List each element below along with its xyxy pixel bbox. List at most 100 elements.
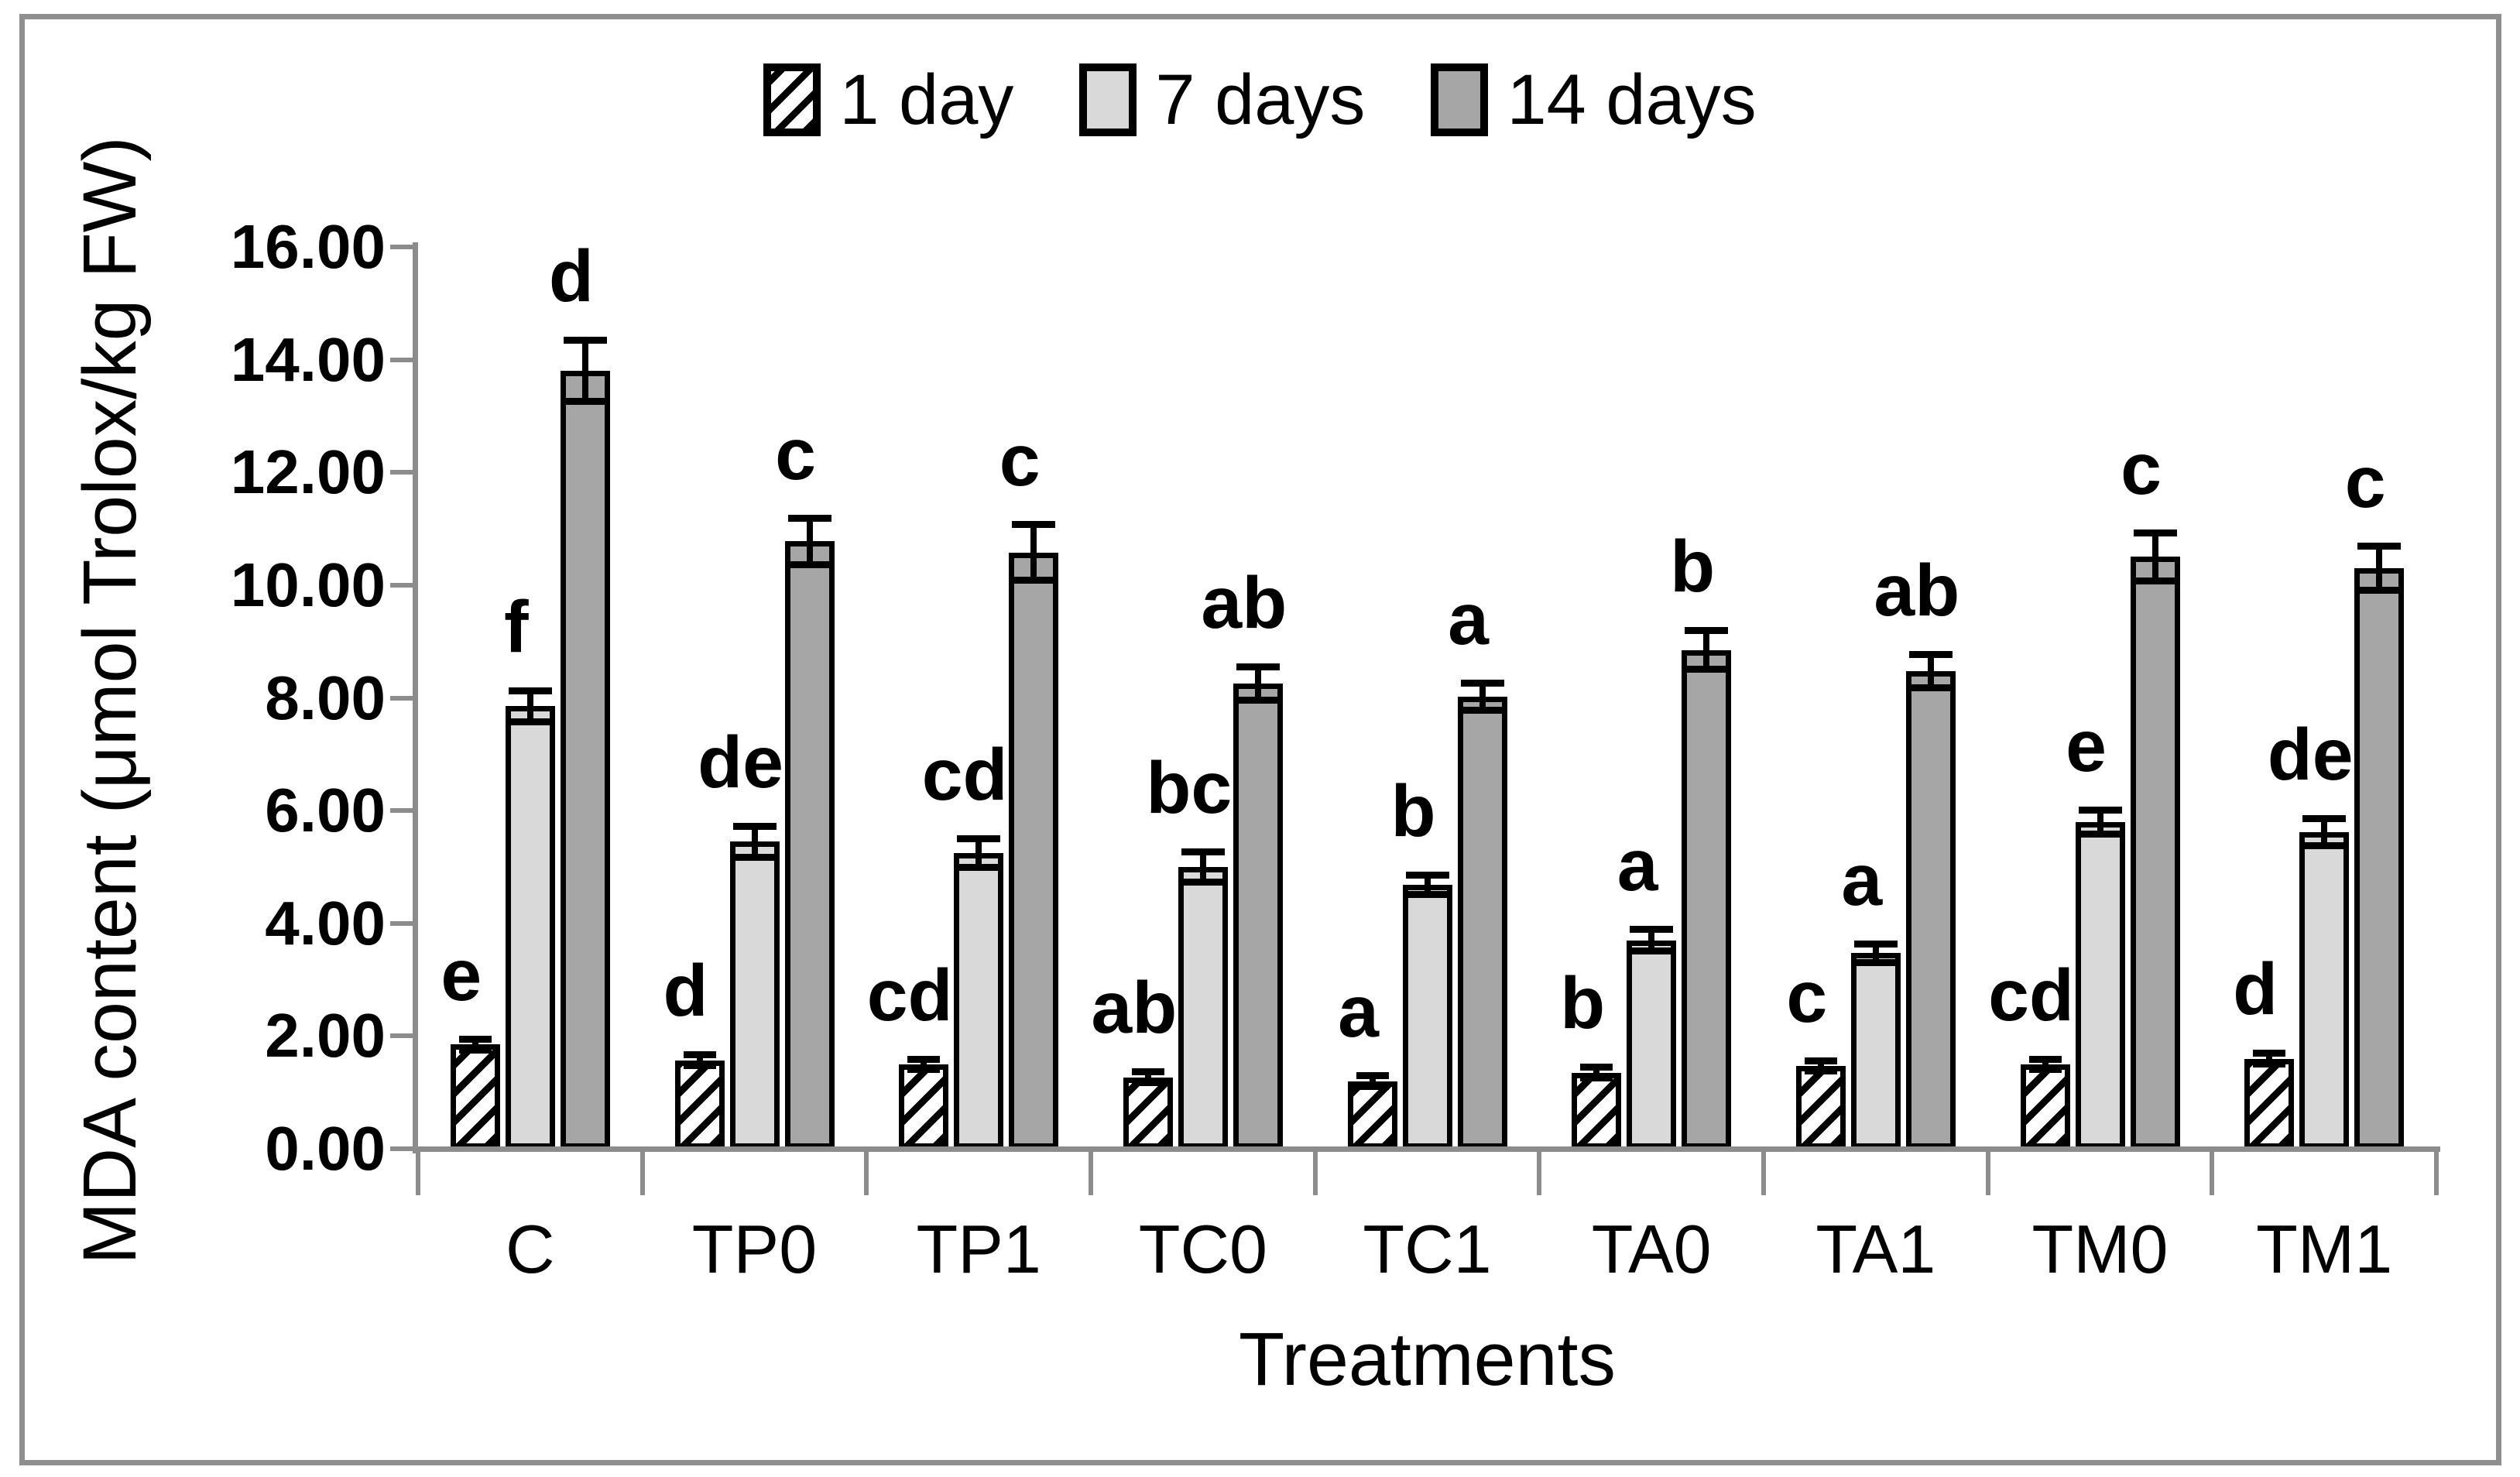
y-axis-title: MDA content (μmol Trolox/kg FW) [67, 136, 152, 1265]
sig-letter-TA1-14-days: ab [1874, 550, 1960, 632]
bar-TM0-7-days [2075, 821, 2125, 1149]
x-tick-mark [1761, 1149, 1766, 1195]
error-bar-cap-bottom-TC1 [1460, 707, 1504, 715]
sig-letter-TC1-7-days: b [1390, 770, 1436, 853]
y-tick-label: 16.00 [230, 212, 386, 281]
bar-TA0-7-days [1627, 940, 1677, 1149]
error-bar-stem-TA0-7-days [1648, 929, 1655, 952]
x-tick-mark [2434, 1149, 2439, 1195]
y-tick-label: 10.00 [230, 550, 386, 619]
error-bar-cap-bottom-TA0 [1685, 666, 1729, 673]
error-bar-cap-top-TA1 [1908, 651, 1953, 659]
y-tick-label: 4.00 [265, 888, 386, 958]
bar-TA1-14-days [1905, 671, 1956, 1149]
sig-letter-TA0-7-days: a [1617, 824, 1658, 907]
legend-item-7-days: 7 days [1079, 63, 1365, 136]
error-bar-cap-top-TP1 [957, 834, 1001, 842]
x-tick-mark [1985, 1149, 1990, 1195]
error-bar-cap-top-TP1 [1012, 521, 1056, 529]
error-bar-stem-TC1-1-day [1369, 1075, 1376, 1087]
error-bar-cap-top-TM1 [2253, 1050, 2286, 1057]
error-bar-stem-TM0-7-days [2097, 809, 2103, 834]
error-bar-stem-TA0-14-days [1703, 630, 1710, 670]
error-bar-cap-bottom-TP0 [787, 560, 831, 568]
legend-swatch-14-days [1431, 63, 1489, 136]
bar-TP1-14-days [1009, 552, 1059, 1149]
bar-TP1-1-day [899, 1064, 949, 1149]
error-bar-cap-top-C [508, 687, 552, 695]
error-bar-cap-top-TC0 [1131, 1068, 1164, 1076]
error-bar-cap-top-TA1 [1853, 940, 1898, 948]
x-tick-mark [1089, 1149, 1093, 1195]
error-bar-cap-top-TA0 [1685, 627, 1729, 635]
error-bar-stem-TC1-7-days [1424, 875, 1431, 896]
x-tick-mark [1312, 1149, 1318, 1195]
y-tick-mark [390, 920, 418, 926]
y-tick-mark [390, 582, 418, 588]
error-bar-cap-top-TM0 [2078, 806, 2122, 814]
legend-label: 14 days [1507, 60, 1757, 139]
x-axis-line [416, 1146, 2440, 1152]
error-bar-stem-TA1-7-days [1872, 943, 1879, 963]
y-axis-line [413, 242, 418, 1153]
sig-letter-TM0-7-days: e [2066, 704, 2107, 787]
bar-TA0-14-days [1682, 649, 1732, 1149]
x-tick-label-TM1: TM1 [2256, 1211, 2393, 1287]
error-bar-cap-bottom-TM1 [2302, 842, 2347, 849]
bar-TC0-1-day [1123, 1077, 1173, 1149]
y-tick-mark [390, 695, 418, 701]
sig-letter-TM0-1-day: cd [1988, 954, 2074, 1037]
error-bar-stem-TP1-14-days [1030, 524, 1037, 581]
error-bar-cap-top-C [563, 337, 607, 344]
error-bar-cap-bottom-TM0 [2028, 1066, 2062, 1074]
bar-TP0-1-day [674, 1060, 725, 1149]
sig-letter-TM1-1-day: d [2233, 948, 2278, 1031]
error-bar-cap-top-TM1 [2302, 814, 2347, 822]
error-bar-stem-TP0-1-day [696, 1054, 703, 1066]
error-bar-cap-bottom-TC0 [1181, 879, 1225, 886]
error-bar-cap-top-TC1 [1356, 1072, 1389, 1080]
x-tick-label-TA0: TA0 [1591, 1211, 1712, 1287]
error-bar-cap-bottom-TC0 [1131, 1078, 1164, 1086]
sig-letter-TC1-1-day: a [1338, 971, 1379, 1054]
error-bar-cap-top-TM0 [2028, 1055, 2062, 1063]
error-bar-cap-top-TC1 [1460, 679, 1504, 687]
error-bar-cap-bottom-TC0 [1236, 697, 1280, 704]
error-bar-stem-TM1-7-days [2321, 817, 2328, 846]
y-tick-label: 6.00 [265, 776, 386, 845]
x-tick-mark [2210, 1149, 2215, 1195]
x-tick-label-TP1: TP1 [916, 1211, 1041, 1287]
x-tick-label-TM0: TM0 [2031, 1211, 2169, 1287]
error-bar-stem-TA1-1-day [1817, 1060, 1824, 1072]
sig-letter-TP1-1-day: cd [866, 954, 953, 1037]
bar-TC0-14-days [1233, 684, 1283, 1149]
x-tick-label-TC1: TC1 [1363, 1211, 1492, 1287]
sig-letter-TP1-14-days: c [999, 420, 1041, 502]
error-bar-cap-top-TC0 [1236, 663, 1280, 671]
error-bar-cap-bottom-TA0 [1630, 948, 1674, 955]
bar-C-7-days [505, 706, 555, 1149]
y-tick-label: 12.00 [230, 437, 386, 507]
error-bar-cap-bottom-TM1 [2357, 587, 2402, 595]
x-tick-mark [416, 1149, 420, 1195]
error-bar-cap-top-TP0 [787, 514, 831, 522]
sig-letter-TA0-14-days: b [1670, 526, 1716, 608]
bar-TP1-7-days [954, 852, 1004, 1149]
error-bar-cap-bottom-TP0 [683, 1061, 716, 1069]
error-bar-cap-bottom-TM1 [2253, 1060, 2286, 1067]
bar-TC1-7-days [1402, 885, 1452, 1149]
error-bar-cap-bottom-TC1 [1405, 891, 1449, 899]
sig-letter-TC1-14-days: a [1448, 577, 1489, 660]
error-bar-cap-top-TM1 [2357, 542, 2402, 550]
sig-letter-TM0-14-days: c [2121, 428, 2162, 511]
error-bar-stem-TM0-1-day [2042, 1058, 2049, 1071]
error-bar-cap-top-TC1 [1405, 872, 1449, 879]
x-tick-mark [639, 1149, 645, 1195]
sig-letter-TA0-1-day: b [1560, 962, 1606, 1045]
legend-swatch-1-day [763, 63, 821, 136]
y-tick-mark [390, 1146, 418, 1151]
y-tick-mark [390, 808, 418, 814]
error-bar-stem-TC0-14-days [1254, 667, 1261, 701]
sig-letter-TM1-7-days: de [2267, 713, 2354, 796]
bar-TP0-7-days [729, 841, 780, 1149]
